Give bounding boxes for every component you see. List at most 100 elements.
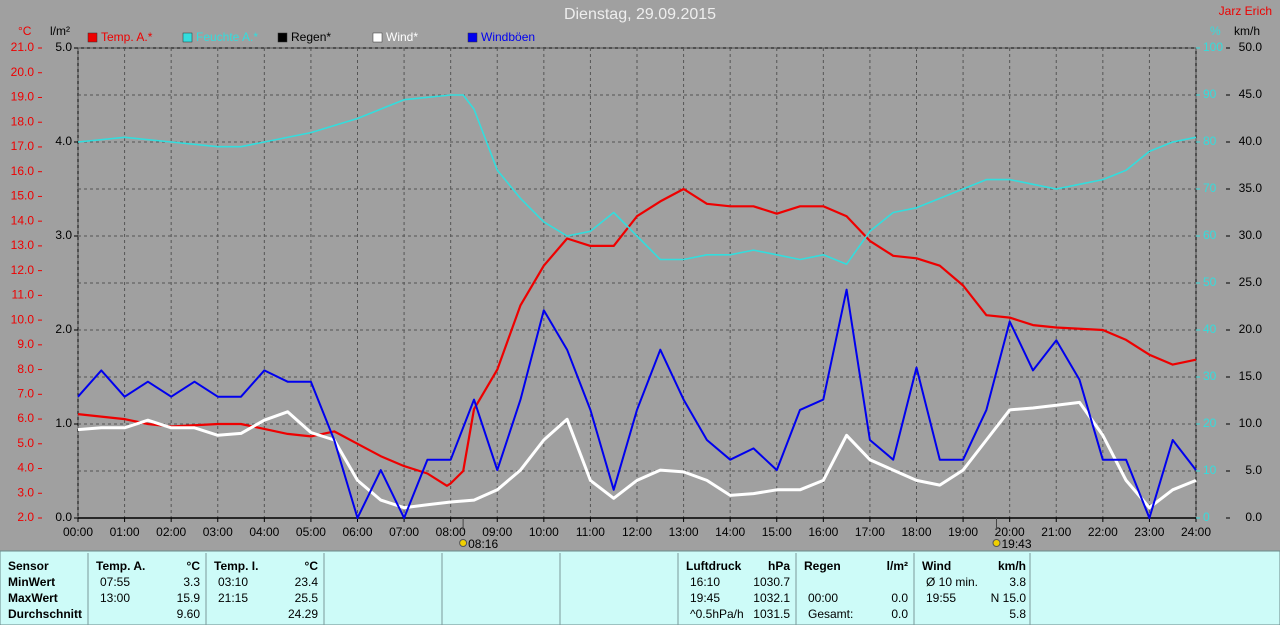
y-tick-label: 20.0 (11, 65, 35, 79)
x-tick-label: 19:00 (948, 525, 978, 539)
stats-value: 3.8 (1009, 575, 1026, 589)
y-tick-label: 19.0 (11, 90, 35, 104)
x-tick-label: 07:00 (389, 525, 419, 539)
x-tick-label: 22:00 (1088, 525, 1118, 539)
y-tick-label: 80 (1203, 134, 1217, 148)
chart-background (0, 0, 1280, 551)
stats-value: 23.4 (295, 575, 319, 589)
y-tick-label: 12.0 (11, 263, 35, 277)
stats-value: N 15.0 (991, 591, 1027, 605)
y-tick-label: 60 (1203, 228, 1217, 242)
chart-title: Dienstag, 29.09.2015 (564, 6, 716, 23)
x-tick-label: 20:00 (995, 525, 1025, 539)
legend-label: Feuchte A.* (196, 30, 258, 44)
stats-header: Temp. A. (96, 559, 145, 573)
stats-value: 15.9 (177, 591, 201, 605)
stats-time: Gesamt: (808, 607, 853, 621)
y-tick-label: 2.0 (55, 322, 72, 336)
x-tick-label: 15:00 (762, 525, 792, 539)
stats-value: 5.8 (1009, 607, 1026, 621)
x-tick-label: 17:00 (855, 525, 885, 539)
x-tick-label: 08:00 (436, 525, 466, 539)
x-tick-label: 24:00 (1181, 525, 1211, 539)
stats-row-label: MaxWert (8, 591, 58, 605)
y-tick-label: 21.0 (11, 40, 35, 54)
x-tick-label: 05:00 (296, 525, 326, 539)
y-tick-label: 1.0 (55, 416, 72, 430)
series-line (77, 400, 1197, 510)
y-tick-label: 18.0 (11, 114, 35, 128)
y3-unit: % (1210, 24, 1221, 38)
y-tick-label: 40 (1203, 322, 1217, 336)
y-tick-label: 20 (1203, 416, 1217, 430)
x-tick-label: 18:00 (901, 525, 931, 539)
y-tick-label: 20.0 (1239, 322, 1263, 336)
stats-header: Temp. I. (214, 559, 258, 573)
y-tick-label: 10.0 (1239, 416, 1263, 430)
x-tick-label: 06:00 (342, 525, 372, 539)
x-tick-label: 00:00 (63, 525, 93, 539)
sunset-icon (992, 539, 1001, 547)
stats-value: 1032.1 (753, 591, 790, 605)
stats-row-label: Durchschnitt (8, 607, 82, 621)
x-tick-label: 13:00 (669, 525, 699, 539)
y-tick-label: 50.0 (1239, 40, 1263, 54)
y-tick-label: 0.0 (55, 510, 72, 524)
series-line (77, 288, 1197, 519)
y-tick-label: 45.0 (1239, 87, 1263, 101)
author: Jarz Erich (1219, 4, 1272, 18)
y-tick-label: 15.0 (1239, 369, 1263, 383)
stats-time: 03:10 (218, 575, 248, 589)
y-tick-label: 9.0 (17, 337, 34, 351)
y-tick-label: 16.0 (11, 164, 35, 178)
y-tick-label: 30.0 (1239, 228, 1263, 242)
stats-value: 24.29 (288, 607, 318, 621)
x-tick-label: 03:00 (203, 525, 233, 539)
legend-swatch (87, 32, 98, 43)
stats-row-label: Sensor (8, 559, 49, 573)
legend-swatch (467, 32, 478, 43)
x-tick-label: 21:00 (1041, 525, 1071, 539)
y-tick-label: 11.0 (12, 288, 35, 302)
y-tick-label: 4.0 (17, 461, 34, 475)
stats-header: Regen (804, 559, 841, 573)
y-tick-label: 5.0 (17, 436, 34, 450)
y-tick-label: 0.0 (1245, 510, 1262, 524)
legend-label: Regen* (291, 30, 331, 44)
x-tick-label: 11:00 (576, 525, 605, 539)
stats-value: 0.0 (891, 607, 908, 621)
y-tick-label: 13.0 (11, 238, 35, 252)
stats-time: 07:55 (100, 575, 130, 589)
stats-time: 16:10 (690, 575, 720, 589)
y-tick-label: 2.0 (17, 510, 34, 524)
y-tick-label: 35.0 (1239, 181, 1263, 195)
y-tick-label: 5.0 (55, 40, 72, 54)
stats-value: 25.5 (295, 591, 319, 605)
legend-label: Temp. A.* (101, 30, 153, 44)
y-tick-label: 5.0 (1245, 463, 1262, 477)
sunrise-label: 08:16 (468, 537, 498, 551)
y-tick-label: 70 (1203, 181, 1217, 195)
stats-unit: km/h (998, 559, 1026, 573)
y-tick-label: 14.0 (11, 213, 35, 227)
series-line (77, 187, 1197, 487)
stats-time: 21:15 (218, 591, 248, 605)
stats-time: Ø 10 min. (926, 575, 978, 589)
x-tick-label: 12:00 (622, 525, 652, 539)
x-tick-label: 10:00 (529, 525, 559, 539)
stats-row-label: MinWert (8, 575, 55, 589)
x-tick-label: 23:00 (1134, 525, 1164, 539)
x-tick-label: 09:00 (482, 525, 512, 539)
y-tick-label: 8.0 (17, 362, 34, 376)
y-unit: °C (18, 24, 32, 38)
x-tick-label: 01:00 (110, 525, 140, 539)
y-tick-label: 6.0 (17, 411, 34, 425)
y-tick-label: 100 (1203, 40, 1223, 54)
stats-unit: l/m² (887, 559, 908, 573)
y-tick-label: 3.0 (55, 228, 72, 242)
y-tick-label: 10.0 (11, 312, 35, 326)
x-tick-label: 16:00 (808, 525, 838, 539)
stats-header: Wind (922, 559, 951, 573)
y-tick-label: 0 (1203, 510, 1210, 524)
x-tick-label: 04:00 (249, 525, 279, 539)
